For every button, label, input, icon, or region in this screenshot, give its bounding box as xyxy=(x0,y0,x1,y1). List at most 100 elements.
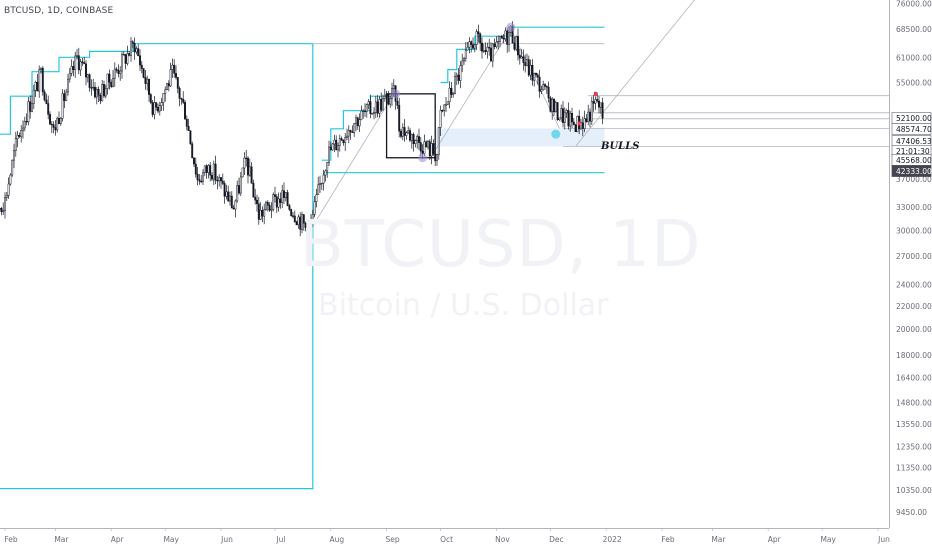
candle[interactable] xyxy=(157,103,159,114)
candle[interactable] xyxy=(243,152,246,176)
candle[interactable] xyxy=(232,205,235,210)
candle[interactable] xyxy=(63,89,66,109)
candle[interactable] xyxy=(590,96,593,125)
candle[interactable] xyxy=(130,36,132,62)
candle[interactable] xyxy=(574,123,577,133)
candle[interactable] xyxy=(67,73,69,96)
candle[interactable] xyxy=(317,176,320,195)
candle[interactable] xyxy=(112,70,114,88)
candle[interactable] xyxy=(254,188,257,205)
consolidation-box[interactable] xyxy=(385,93,436,159)
candle[interactable] xyxy=(121,51,123,79)
candle[interactable] xyxy=(185,115,188,131)
candle[interactable] xyxy=(466,42,469,51)
candle[interactable] xyxy=(376,95,379,118)
candle[interactable] xyxy=(202,169,204,185)
candle[interactable] xyxy=(360,105,363,121)
candle[interactable] xyxy=(56,116,59,133)
candle[interactable] xyxy=(106,73,109,95)
candle[interactable] xyxy=(211,172,213,182)
candle[interactable] xyxy=(76,49,78,60)
candle[interactable] xyxy=(90,79,93,96)
candle[interactable] xyxy=(139,49,141,72)
candle[interactable] xyxy=(279,192,282,209)
candle[interactable] xyxy=(101,79,104,102)
candle[interactable] xyxy=(36,73,39,92)
candle[interactable] xyxy=(302,213,305,231)
candle[interactable] xyxy=(378,96,381,118)
candle[interactable] xyxy=(558,117,561,121)
price-tag[interactable]: 45568.00 xyxy=(891,154,932,166)
candle[interactable] xyxy=(344,132,347,152)
candle[interactable] xyxy=(403,119,406,142)
candle[interactable] xyxy=(40,67,42,74)
candle[interactable] xyxy=(482,43,485,53)
candle[interactable] xyxy=(324,169,327,182)
candle[interactable] xyxy=(167,80,170,92)
candle[interactable] xyxy=(596,92,599,103)
candle[interactable] xyxy=(545,85,548,94)
candle[interactable] xyxy=(187,118,190,132)
candle[interactable] xyxy=(565,108,568,119)
candle[interactable] xyxy=(439,105,442,136)
candle[interactable] xyxy=(124,53,127,70)
candle[interactable] xyxy=(227,185,230,202)
candle[interactable] xyxy=(115,67,118,73)
candle[interactable] xyxy=(238,177,240,195)
candle[interactable] xyxy=(322,169,325,191)
candle[interactable] xyxy=(470,40,473,53)
candle[interactable] xyxy=(293,210,296,223)
candle[interactable] xyxy=(319,175,321,193)
candle[interactable] xyxy=(412,132,415,152)
candle[interactable] xyxy=(104,84,107,99)
candle[interactable] xyxy=(151,99,154,118)
candle[interactable] xyxy=(189,130,192,145)
candle[interactable] xyxy=(158,101,161,116)
candle[interactable] xyxy=(49,111,51,125)
candle[interactable] xyxy=(463,56,465,65)
candle[interactable] xyxy=(171,58,174,78)
candle[interactable] xyxy=(374,96,377,118)
cyan-level-line[interactable] xyxy=(0,43,313,135)
candle[interactable] xyxy=(367,99,370,110)
candle[interactable] xyxy=(119,66,122,81)
candle[interactable] xyxy=(493,38,496,50)
candle[interactable] xyxy=(16,130,19,148)
candle[interactable] xyxy=(0,206,3,216)
candle[interactable] xyxy=(198,174,201,185)
candle[interactable] xyxy=(148,78,150,102)
signal-flag-icon[interactable] xyxy=(593,91,597,96)
candle[interactable] xyxy=(43,89,46,102)
candle[interactable] xyxy=(369,94,372,119)
candle[interactable] xyxy=(137,44,140,57)
candle[interactable] xyxy=(225,184,228,200)
candle[interactable] xyxy=(4,192,6,219)
candle[interactable] xyxy=(160,98,163,111)
price-axis[interactable]: 84000.0076000.0068500.0061000.0055000.00… xyxy=(891,0,932,517)
candle[interactable] xyxy=(502,33,505,44)
candle[interactable] xyxy=(270,202,273,219)
price-tag[interactable]: 47406.53 xyxy=(891,135,932,147)
candle[interactable] xyxy=(594,96,597,110)
candle[interactable] xyxy=(128,51,131,57)
candle[interactable] xyxy=(257,196,260,225)
candle[interactable] xyxy=(248,158,251,177)
candle[interactable] xyxy=(504,27,507,42)
candle[interactable] xyxy=(563,107,566,130)
candle[interactable] xyxy=(301,211,303,234)
candle[interactable] xyxy=(475,29,478,51)
candle[interactable] xyxy=(266,200,269,212)
candle[interactable] xyxy=(52,121,55,134)
candle[interactable] xyxy=(162,93,165,111)
candle[interactable] xyxy=(581,116,584,137)
candle[interactable] xyxy=(400,128,402,139)
candle[interactable] xyxy=(459,61,462,89)
candle[interactable] xyxy=(126,45,129,66)
candle[interactable] xyxy=(337,142,339,158)
candle[interactable] xyxy=(74,51,77,78)
candle[interactable] xyxy=(342,139,345,146)
candle[interactable] xyxy=(203,165,206,177)
candle[interactable] xyxy=(95,87,98,105)
candle[interactable] xyxy=(27,97,30,126)
candle[interactable] xyxy=(468,37,471,54)
